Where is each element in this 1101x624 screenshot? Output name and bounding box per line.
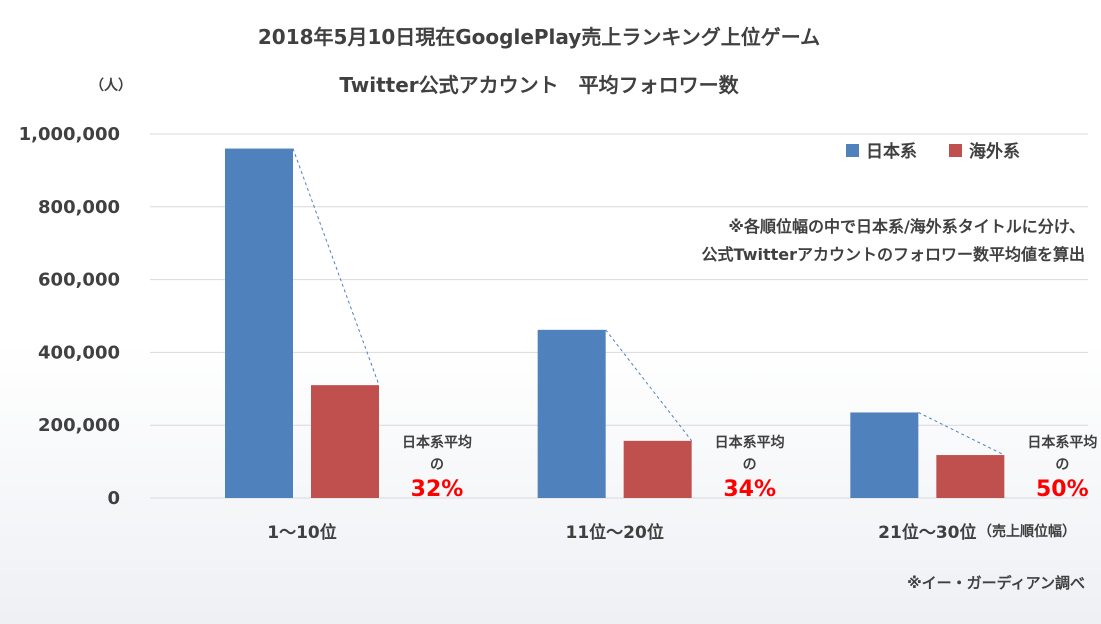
annotation-percent: 32% [411, 477, 464, 502]
y-tick-label: 600,000 [38, 270, 120, 291]
y-tick-label: 0 [107, 488, 120, 509]
bar-japan [537, 329, 606, 498]
chart-title-line1: 2018年5月10日現在GooglePlay売上ランキング上位ゲーム [258, 25, 820, 49]
y-tick-label: 1,000,000 [19, 124, 120, 145]
bar-overseas [311, 385, 379, 498]
guide-line [918, 412, 1005, 456]
source-note: ※イー・ガーディアン調べ [907, 574, 1085, 592]
annotation-label: 日本系平均 [715, 434, 785, 451]
note-line1: ※各順位幅の中で日本系/海外系タイトルに分け、 [728, 217, 1085, 236]
gridlines [150, 133, 1088, 499]
bar-overseas [936, 455, 1005, 498]
legend-swatch-japan [846, 144, 859, 157]
annotation-percent: 50% [1036, 477, 1089, 502]
bars [225, 148, 1005, 498]
y-axis-unit-label: （人） [90, 77, 132, 94]
x-category-label: 21位～30位 [878, 522, 976, 543]
x-category-label: 11位～20位 [566, 522, 664, 543]
guide-lines [292, 148, 1005, 456]
y-tick-labels: 0 200,000 400,000 600,000 800,000 1,000,000 [19, 124, 120, 509]
x-category-label: 1～10位 [267, 522, 337, 543]
annotation-label: 日本系平均 [402, 434, 472, 451]
annotation-percent: 34% [723, 477, 776, 502]
annotation-label: 日本系平均 [1027, 434, 1097, 451]
y-tick-label: 800,000 [38, 197, 120, 218]
x-category-labels: 1～10位 11位～20位 21位～30位 [267, 522, 976, 543]
annotation-label-particle: の [1055, 457, 1069, 473]
bar-japan [850, 412, 919, 498]
y-tick-label: 400,000 [38, 342, 120, 363]
note-line2: 公式Twitterアカウントのフォロワー数平均値を算出 [702, 245, 1085, 264]
legend-label-overseas: 海外系 [969, 141, 1020, 162]
chart-title-line2: Twitter公式アカウント 平均フォロワー数 [339, 73, 739, 97]
legend-label-japan: 日本系 [866, 141, 917, 162]
bar-overseas [623, 440, 692, 498]
y-tick-label: 200,000 [38, 415, 120, 436]
bar-japan [225, 148, 293, 498]
annotation-label-particle: の [743, 457, 757, 473]
guide-line [292, 148, 380, 386]
legend-swatch-overseas [949, 144, 962, 157]
guide-line [605, 329, 693, 442]
legend: 日本系 海外系 [846, 141, 1020, 162]
x-axis-suffix-label: （売上順位幅） [978, 523, 1076, 540]
annotation-label-particle: の [430, 457, 444, 473]
